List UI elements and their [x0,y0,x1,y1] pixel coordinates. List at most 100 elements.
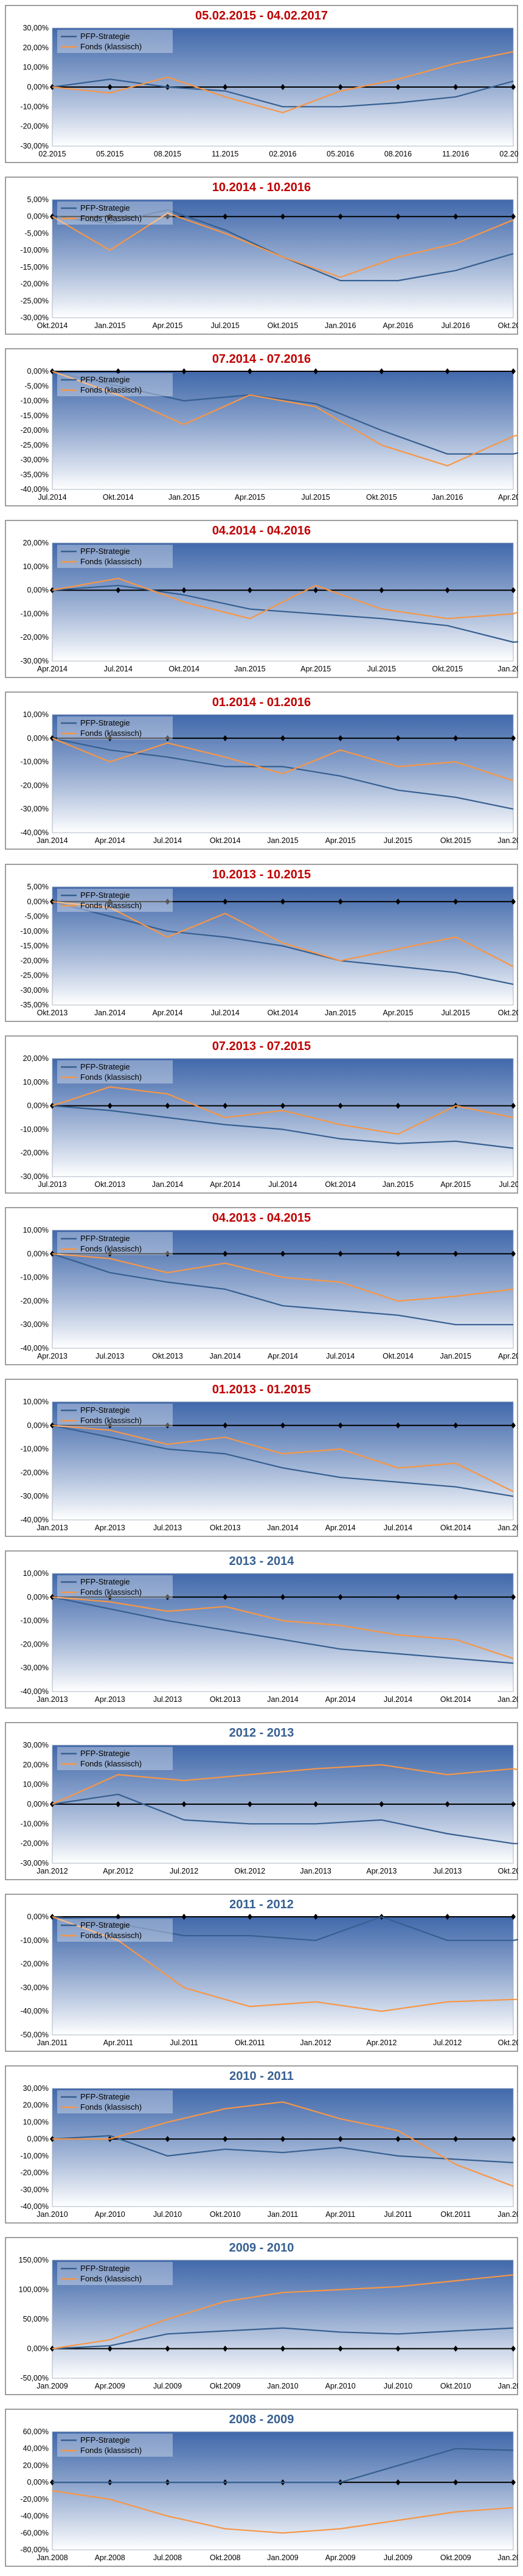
zero-line-marker [511,368,516,374]
zero-line-marker [165,2345,170,2352]
x-tick-label: Okt.2015 [268,321,299,330]
x-tick-label: Jan.2012 [300,2039,331,2047]
x-tick-label: Jul.2009 [153,2382,182,2390]
y-tick-label: 10,00% [23,1226,49,1234]
x-tick-label: Jul.2011 [384,2210,412,2219]
zero-line-marker [280,213,285,220]
x-tick-label: Apr.2015 [383,1009,413,1017]
legend-label: PFP-Strategie [80,891,130,900]
y-tick-label: -5,00% [24,382,49,390]
y-tick-label: 10,00% [23,63,49,72]
zero-line-marker [165,898,170,905]
x-tick-label: Jan.2010 [36,2210,68,2219]
series-line-pfp-strategie [52,1253,513,1326]
legend-label: PFP-Strategie [80,203,130,212]
zero-line-marker [511,213,516,220]
chart-svg: 2011 - 2012 0,00% -10,00% -20,00% -30,00% -40… [5,1894,518,2052]
x-tick-label: Jul.2015 [302,493,330,502]
y-tick-label: -35,00% [20,1001,49,1009]
series-line-fonds-klassisch [52,1253,514,1302]
zero-line-marker [511,1914,516,1920]
zero-line-marker [395,1422,401,1429]
zero-line-marker [445,1801,450,1807]
chart-panel: 01.2014 - 01.2016 10,00% 0,00% -10,00% -20,0… [5,691,518,850]
x-tick-label: 08.2015 [154,150,181,158]
zero-line-marker [165,1250,170,1257]
y-tick-label: 20,00% [23,2461,49,2469]
chart-svg: 04.2013 - 04.2015 10,00% 0,00% -10,00% -20,0… [5,1207,518,1365]
x-tick-label: Apr.2013 [95,1695,125,1704]
legend-label: Fonds (klassisch) [80,729,142,738]
y-tick-label: 10,00% [23,1569,49,1578]
x-tick-label: Jan.2014 [36,836,68,845]
chart-svg: 07.2014 - 07.2016 0,00% -5,00% -10,00% -15,0… [5,348,518,506]
y-tick-label: -20,00% [20,280,49,289]
x-tick-label: Apr.2011 [325,2210,355,2219]
x-tick-label: Jan.2015 [267,836,298,845]
zero-line-marker [116,1914,121,1920]
x-tick-label: Jan.2015 [168,493,199,502]
chart-panel: 2011 - 2012 0,00% -10,00% -20,00% -30,00% -40… [5,1894,518,2052]
x-tick-label: Jul.2014 [268,1180,297,1189]
chart-title: 04.2014 - 04.2016 [212,524,311,537]
zero-line-marker [395,84,401,90]
x-tick-label: Jan.2010 [497,2553,518,2562]
x-tick-label: 02.2015 [38,150,66,158]
legend-label: Fonds (klassisch) [80,42,142,51]
x-tick-label: Jan.2014 [210,1352,241,1360]
y-tick-label: 10,00% [23,1398,49,1406]
legend-label: Fonds (klassisch) [80,2446,142,2455]
chart-panel: 04.2013 - 04.2015 10,00% 0,00% -10,00% -20,0… [5,1207,518,1365]
x-tick-label: Jul.2013 [95,1352,124,1360]
legend-label: Fonds (klassisch) [80,557,142,566]
x-tick-label: Okt.2014 [168,665,199,673]
zero-line-marker [50,898,55,905]
x-tick-label: Okt.2013 [37,1009,68,1017]
x-tick-label: Okt.2010 [440,2382,471,2390]
x-tick-label: Apr.2015 [440,1180,471,1189]
zero-line-marker [280,2136,285,2143]
chart-svg: 2010 - 2011 30,00% 20,00% 10,00% 0,00% -10,00… [5,2065,518,2224]
x-tick-label: Apr.2009 [325,2553,356,2562]
legend-label: PFP-Strategie [80,2435,130,2445]
x-tick-label: Apr.2015 [235,493,265,502]
x-tick-label: Okt.2015 [432,665,463,673]
y-tick-label: -20,00% [20,1297,49,1305]
legend-label: Fonds (klassisch) [80,901,142,910]
x-tick-label: Apr.2015 [300,665,331,673]
y-tick-label: 20,00% [23,2101,49,2110]
x-tick-label: Jan.2014 [152,1180,183,1189]
y-tick-label: -20,00% [20,1468,49,1477]
legend-label: PFP-Strategie [80,375,130,384]
chart-title: 2010 - 2011 [229,2070,294,2083]
zero-line-marker [107,84,113,90]
x-tick-label: Okt.2011 [440,2210,471,2219]
zero-line-marker [313,587,319,593]
zero-line-marker [247,587,252,593]
y-tick-label: -10,00% [20,1819,49,1828]
legend-label: PFP-Strategie [80,1405,130,1415]
x-tick-label: Apr.2016 [383,321,413,330]
x-tick-label: Jan.2008 [36,2553,68,2562]
x-tick-label: Okt.2014 [268,1009,299,1017]
zero-line-marker [107,735,113,741]
series-line-fonds-klassisch [52,1596,514,1659]
series-line-fonds-klassisch [52,2101,514,2187]
zero-line-marker [181,1801,187,1807]
legend-label: PFP-Strategie [80,1062,130,1071]
x-tick-label: Jan.2011 [268,2210,299,2219]
x-tick-label: Jan.2009 [267,2553,298,2562]
zero-line-marker [453,1250,459,1257]
zero-line-marker [395,1102,401,1109]
chart-panel: 2012 - 2013 30,00% 20,00% 10,00% 0,00% -10,00… [5,1722,518,1880]
zero-line-marker [107,2345,113,2352]
zero-line-marker [511,2479,516,2486]
zero-line-marker [511,1250,516,1257]
zero-line-marker [280,1250,285,1257]
x-tick-label: Jul.2015 [367,665,396,673]
y-tick-label: -30,00% [20,1859,49,1867]
y-tick-label: -20,00% [20,1640,49,1648]
